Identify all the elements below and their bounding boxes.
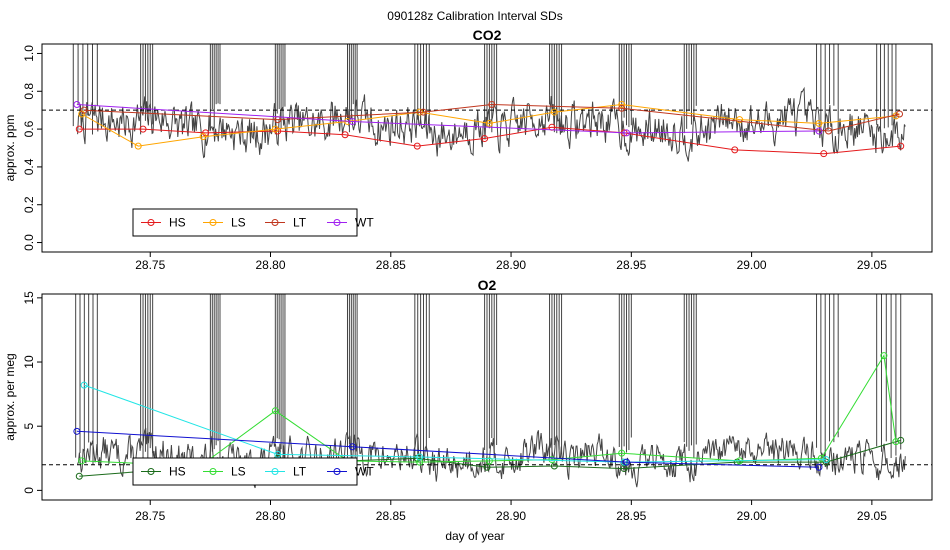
x-tick-label: 28.85 [376,509,406,523]
o2-panel: O2 approx. per meg 28.75 28.80 28.85 28.90 28.… [3,277,932,523]
legend-label-hs: HS [169,465,186,479]
legend-label-wt: WT [355,216,374,230]
legend-label-lt: LT [293,465,307,479]
y-tick-label: 0 [22,487,36,494]
x-tick-label: 28.85 [376,258,406,272]
legend-label-wt: WT [355,465,374,479]
legend-label-ls: LS [231,465,246,479]
x-tick-label: 28.90 [496,509,526,523]
y-tick-label: 5 [22,423,36,430]
y-tick-label: 0.8 [22,83,36,100]
y-tick-label: 1.0 [22,45,36,62]
x-tick-label: 29.05 [857,509,887,523]
x-tick-label: 28.80 [255,258,285,272]
legend-label-ls: LS [231,216,246,230]
y-tick-label: 0.0 [22,234,36,251]
x-tick-label: 28.75 [135,258,165,272]
x-tick-label: 29.05 [857,258,887,272]
x-axis-label: day of year [445,529,504,543]
x-tick-label: 28.90 [496,258,526,272]
panel-title: CO2 [473,27,502,43]
co2-panel: CO2 approx. ppm 28.75 28.80 28.85 28.90 28.95 2… [3,27,932,272]
figure-suptitle: 090128z Calibration Interval SDs [387,9,562,23]
x-tick-label: 28.80 [255,509,285,523]
y-tick-label: 0.4 [22,158,36,175]
x-tick-label: 28.95 [616,258,646,272]
legend-label-lt: LT [293,216,307,230]
series-point-lt [897,111,903,117]
calibration-figure: 090128z Calibration Interval SDs day of … [0,0,950,550]
y-tick-label: 10 [22,355,36,369]
series-line-ls [82,356,896,464]
y-axis-label: approx. per meg [3,353,17,440]
x-tick-label: 28.95 [616,509,646,523]
plot-area [42,42,932,162]
x-tick-label: 28.75 [135,509,165,523]
x-tick-label: 29.00 [737,509,767,523]
x-tick-label: 29.00 [737,258,767,272]
y-axis-label: approx. ppm [3,115,17,182]
y-tick-label: 0.2 [22,196,36,213]
y-tick-label: 0.6 [22,120,36,137]
legend-label-hs: HS [169,216,186,230]
panel-title: O2 [478,277,497,293]
y-tick-label: 15 [22,291,36,305]
